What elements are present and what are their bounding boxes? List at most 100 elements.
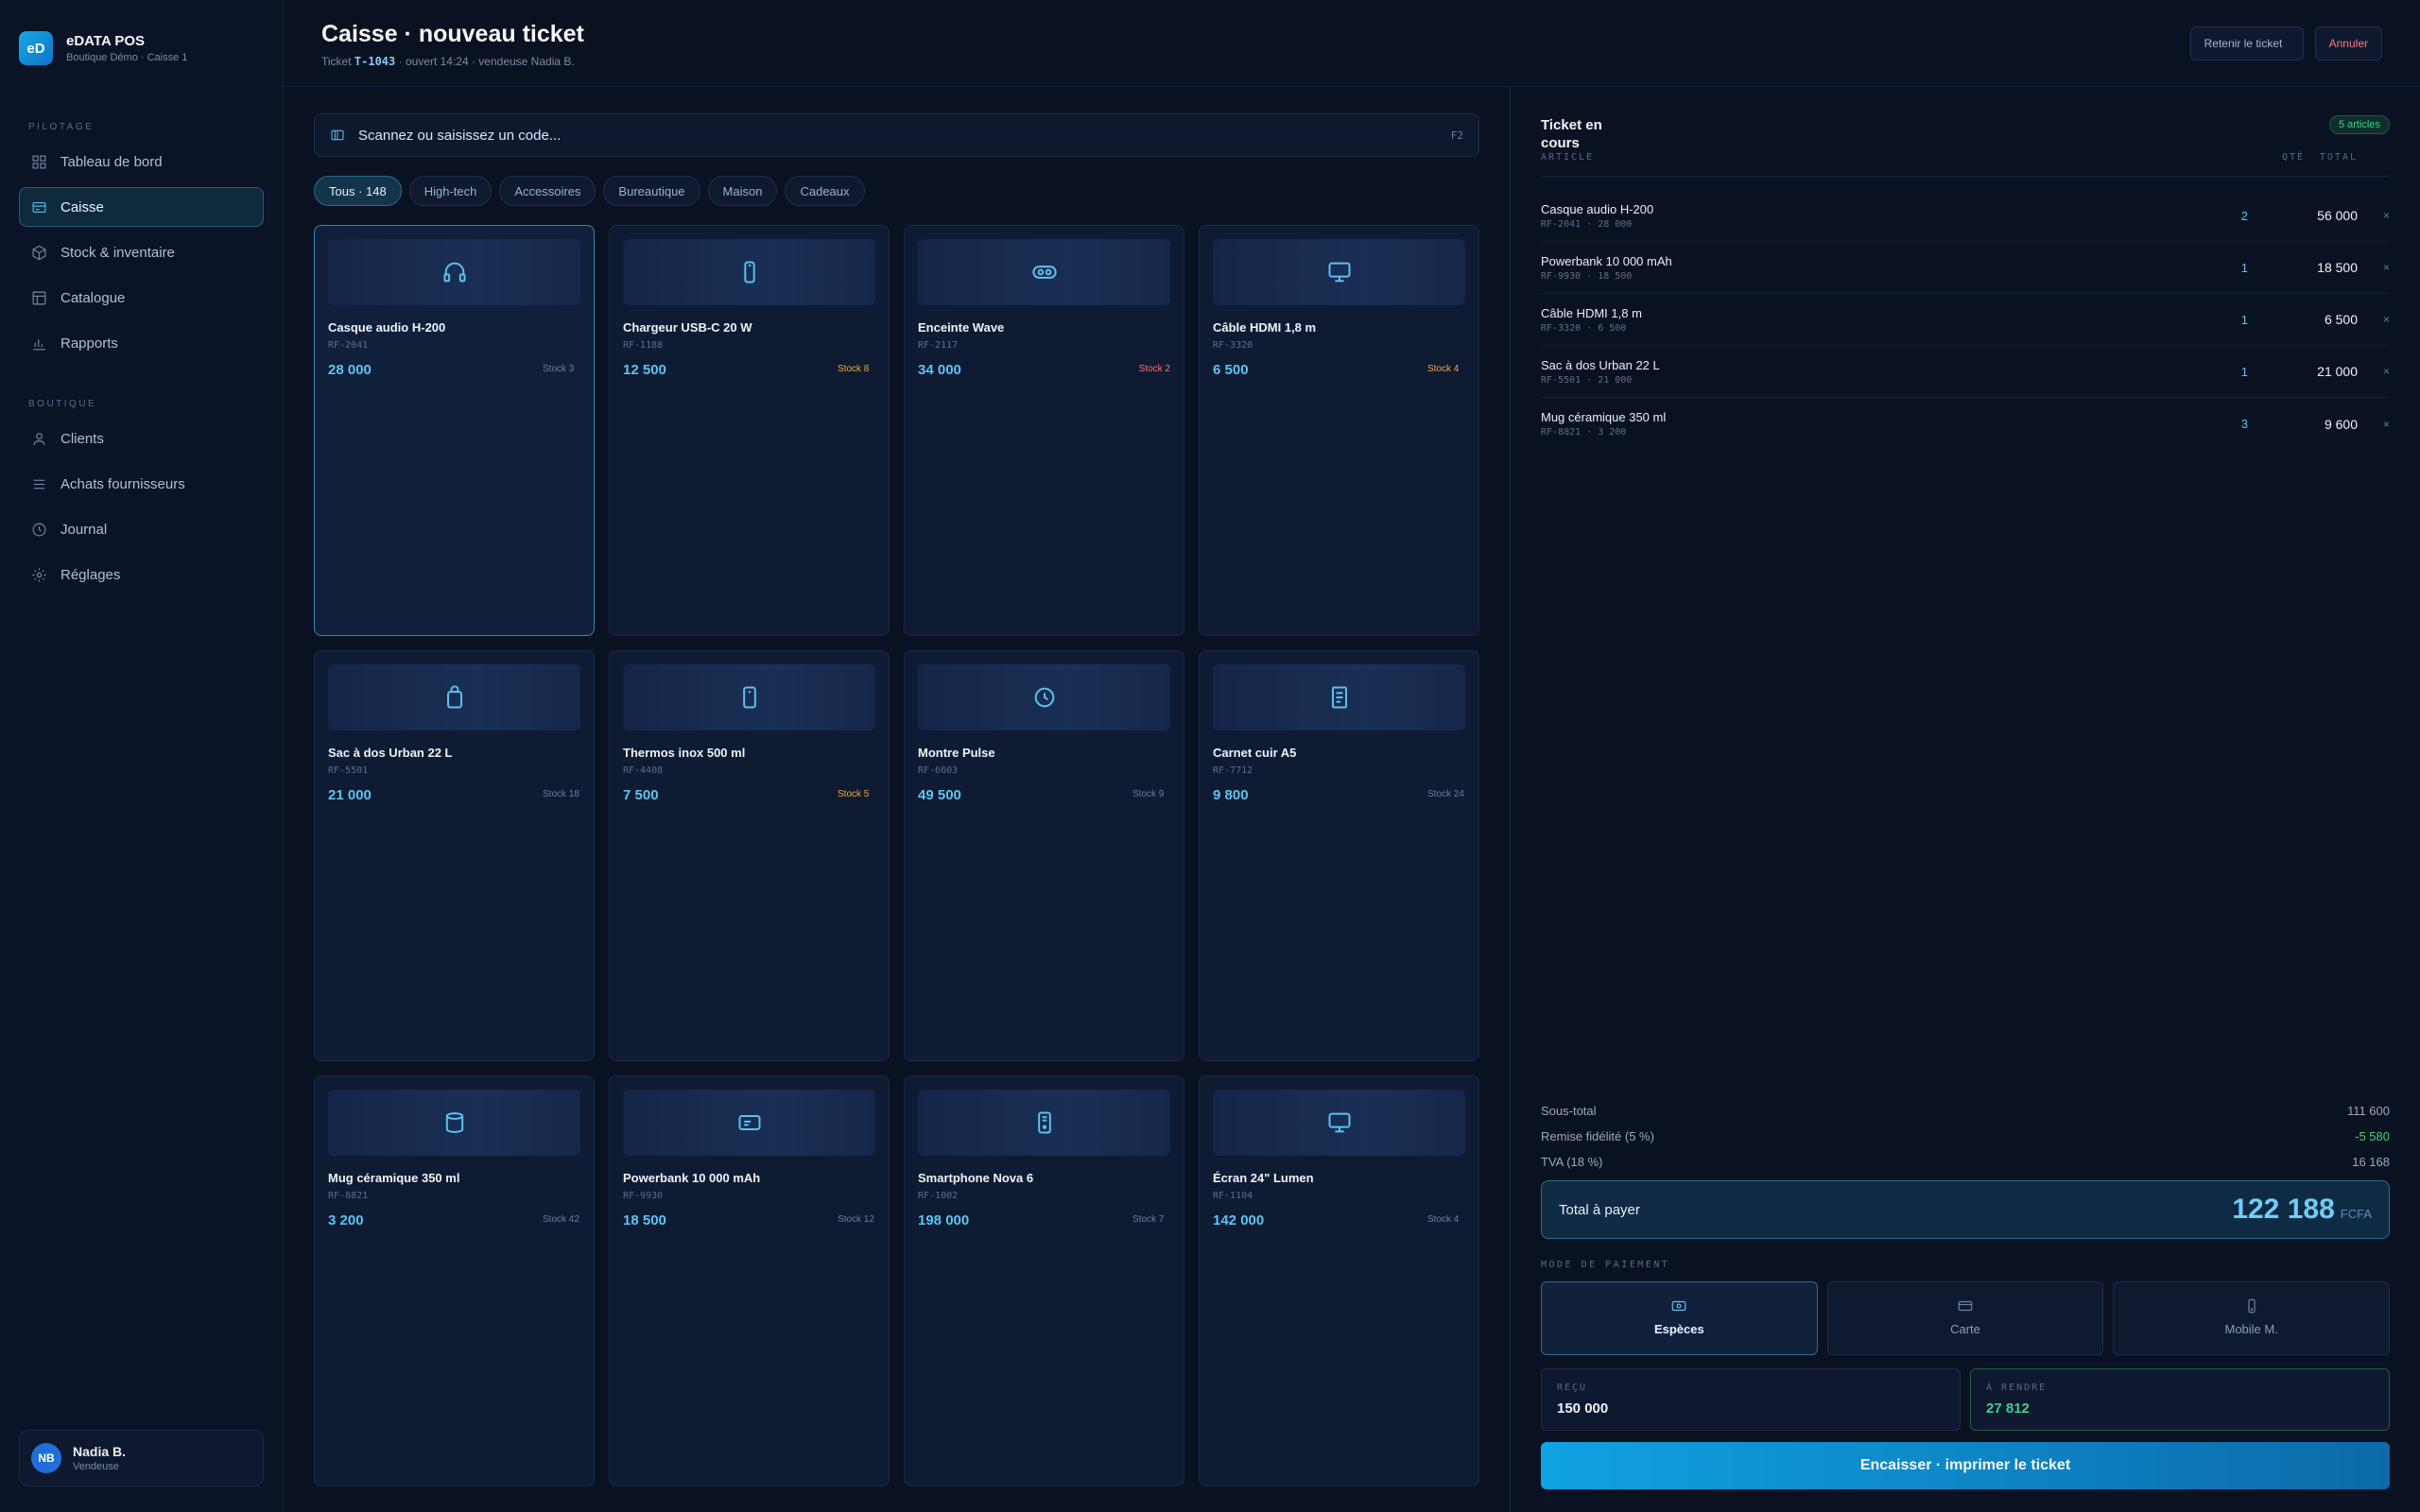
- battery-icon: [738, 1115, 760, 1130]
- payment-mobile-button[interactable]: Mobile M.: [2113, 1281, 2391, 1355]
- product-ref: RF-1002: [918, 1191, 959, 1201]
- change-label: À RENDRE: [1986, 1383, 2048, 1393]
- line-total: 6 500: [2324, 312, 2358, 327]
- sidebar-item-reports[interactable]: Rapports: [19, 323, 264, 363]
- product-price: 6 500: [1213, 362, 1249, 378]
- scan-input[interactable]: Scannez ou saisissez un code... F2: [314, 113, 1479, 157]
- main: Caisse · nouveau ticket Ticket T-1043 · …: [284, 0, 2420, 1512]
- user-icon: [33, 432, 45, 445]
- product-card[interactable]: Smartphone Nova 6 RF-1002 198 000 Stock 7: [904, 1075, 1184, 1486]
- monitor-icon: [1328, 262, 1350, 283]
- product-name: Mug céramique 350 ml: [328, 1171, 460, 1185]
- product-name: Montre Pulse: [918, 746, 995, 760]
- product-ref: RF-6603: [918, 765, 959, 776]
- subtotal-value: 111 600: [2346, 1104, 2390, 1118]
- received-value: 150 000: [1557, 1400, 1609, 1417]
- ticket-line: Sac à dos Urban 22 L RF-5501 · 21 000 1 2…: [1541, 346, 2390, 398]
- sidebar-item-dashboard[interactable]: Tableau de bord: [19, 142, 264, 181]
- change-value: 27 812: [1986, 1400, 2030, 1417]
- remove-line-button[interactable]: ×: [2382, 365, 2390, 378]
- phone-charger-icon: [743, 261, 755, 284]
- product-price: 3 200: [328, 1212, 364, 1228]
- brand: eD eDATA POS Boutique Démo · Caisse 1: [19, 0, 264, 65]
- product-ref: RF-7712: [1213, 765, 1253, 776]
- sidebar-item-label: Catalogue: [60, 289, 126, 306]
- product-card[interactable]: Câble HDMI 1,8 m RF-3320 6 500 Stock 4: [1199, 225, 1479, 636]
- line-ref: RF-5501 · 21 000: [1541, 374, 1633, 386]
- sidebar-item-label: Clients: [60, 430, 104, 447]
- watch-icon: [1034, 687, 1054, 708]
- monitor-icon: [1328, 1112, 1350, 1133]
- product-thumb: [1213, 1090, 1465, 1156]
- product-ref: RF-4408: [623, 765, 664, 776]
- product-stock: Stock 4: [1427, 364, 1460, 374]
- remove-line-button[interactable]: ×: [2382, 261, 2390, 274]
- sidebar-item-stock[interactable]: Stock & inventaire: [19, 232, 264, 272]
- remove-line-button[interactable]: ×: [2382, 313, 2390, 326]
- mobile-icon: [2248, 1298, 2256, 1314]
- line-qty[interactable]: 2: [2240, 208, 2248, 223]
- category-filters: Tous · 148 High-tech Accessoires Bureaut…: [314, 176, 1479, 206]
- user-card[interactable]: NB Nadia B. Vendeuse: [19, 1430, 264, 1486]
- product-card[interactable]: Thermos inox 500 ml RF-4408 7 500 Stock 5: [609, 650, 890, 1061]
- filter-all[interactable]: Tous · 148: [314, 176, 402, 206]
- product-price: 18 500: [623, 1212, 666, 1228]
- box-icon: [32, 245, 46, 260]
- filter-accessoires[interactable]: Accessoires: [499, 176, 596, 206]
- line-total: 18 500: [2317, 260, 2358, 275]
- remove-line-button[interactable]: ×: [2382, 209, 2390, 222]
- received-amount-field[interactable]: REÇU 150 000: [1541, 1368, 1961, 1431]
- filter-maison[interactable]: Maison: [707, 176, 778, 206]
- line-ref: RF-2041 · 28 000: [1541, 218, 1633, 230]
- page-title: Caisse · nouveau ticket: [321, 21, 584, 47]
- sidebar-item-settings[interactable]: Réglages: [19, 555, 264, 594]
- line-name: Mug céramique 350 ml: [1541, 410, 1667, 424]
- line-ref: RF-8821 · 3 200: [1541, 427, 1627, 438]
- payment-card-button[interactable]: Carte: [1826, 1281, 2104, 1355]
- chart-icon: [33, 338, 45, 350]
- product-card[interactable]: Enceinte Wave RF-2117 34 000 Stock 2: [904, 225, 1184, 636]
- line-qty[interactable]: 3: [2240, 417, 2248, 431]
- sidebar-item-catalog[interactable]: Catalogue: [19, 278, 264, 318]
- sidebar-item-purchases[interactable]: Achats fournisseurs: [19, 464, 264, 504]
- product-card[interactable]: Chargeur USB-C 20 W RF-1188 12 500 Stock …: [609, 225, 890, 636]
- product-ref: RF-3320: [1213, 340, 1253, 351]
- line-qty[interactable]: 1: [2240, 312, 2248, 327]
- line-qty[interactable]: 1: [2240, 364, 2248, 379]
- remove-line-button[interactable]: ×: [2382, 417, 2390, 431]
- product-card[interactable]: Casque audio H-200 RF-2041 28 000 Stock 3: [314, 225, 595, 636]
- cancel-button[interactable]: Annuler: [2314, 26, 2382, 60]
- hold-ticket-button[interactable]: Retenir le ticket: [2189, 26, 2304, 60]
- product-card[interactable]: Écran 24" Lumen RF-1104 142 000 Stock 4: [1199, 1075, 1479, 1486]
- speaker-icon: [1031, 266, 1057, 279]
- dashboard-icon: [32, 155, 46, 168]
- card-icon: [1958, 1300, 1973, 1312]
- filter-high-tech[interactable]: High-tech: [408, 176, 493, 206]
- product-thumb: [328, 1090, 580, 1156]
- product-card[interactable]: Sac à dos Urban 22 L RF-5501 21 000 Stock…: [314, 650, 595, 1061]
- scan-placeholder: Scannez ou saisissez un code...: [358, 127, 562, 144]
- ticket-line: Powerbank 10 000 mAh RF-9930 · 18 500 1 1…: [1541, 242, 2390, 294]
- product-card[interactable]: Carnet cuir A5 RF-7712 9 800 Stock 24: [1199, 650, 1479, 1061]
- product-thumb: [1213, 664, 1465, 730]
- sidebar-item-clients[interactable]: Clients: [19, 419, 264, 458]
- sidebar-item-label: Achats fournisseurs: [60, 475, 185, 492]
- sidebar-item-register[interactable]: Caisse: [19, 187, 264, 227]
- sidebar-item-label: Caisse: [60, 198, 104, 215]
- line-qty[interactable]: 1: [2240, 260, 2248, 275]
- product-name: Carnet cuir A5: [1213, 746, 1297, 760]
- filter-cadeaux[interactable]: Cadeaux: [785, 176, 865, 206]
- product-card[interactable]: Powerbank 10 000 mAh RF-9930 18 500 Stock…: [609, 1075, 890, 1486]
- payment-label: Mobile M.: [2224, 1322, 2278, 1336]
- product-card[interactable]: Mug céramique 350 ml RF-8821 3 200 Stock …: [314, 1075, 595, 1486]
- product-stock: Stock 18: [543, 789, 579, 799]
- filter-bureautique[interactable]: Bureautique: [603, 176, 700, 206]
- payment-cash-button[interactable]: Espèces: [1541, 1281, 1818, 1355]
- sidebar-item-journal[interactable]: Journal: [19, 509, 264, 549]
- checkout-print-button[interactable]: Encaisser · imprimer le ticket: [1541, 1442, 2390, 1489]
- line-name: Casque audio H-200: [1541, 201, 1654, 216]
- thermos-icon: [742, 686, 756, 709]
- ticket-line: Câble HDMI 1,8 m RF-3320 · 6 500 1 6 500 …: [1541, 294, 2390, 346]
- backpack-icon: [446, 685, 462, 709]
- product-card[interactable]: Montre Pulse RF-6603 49 500 Stock 9: [904, 650, 1184, 1061]
